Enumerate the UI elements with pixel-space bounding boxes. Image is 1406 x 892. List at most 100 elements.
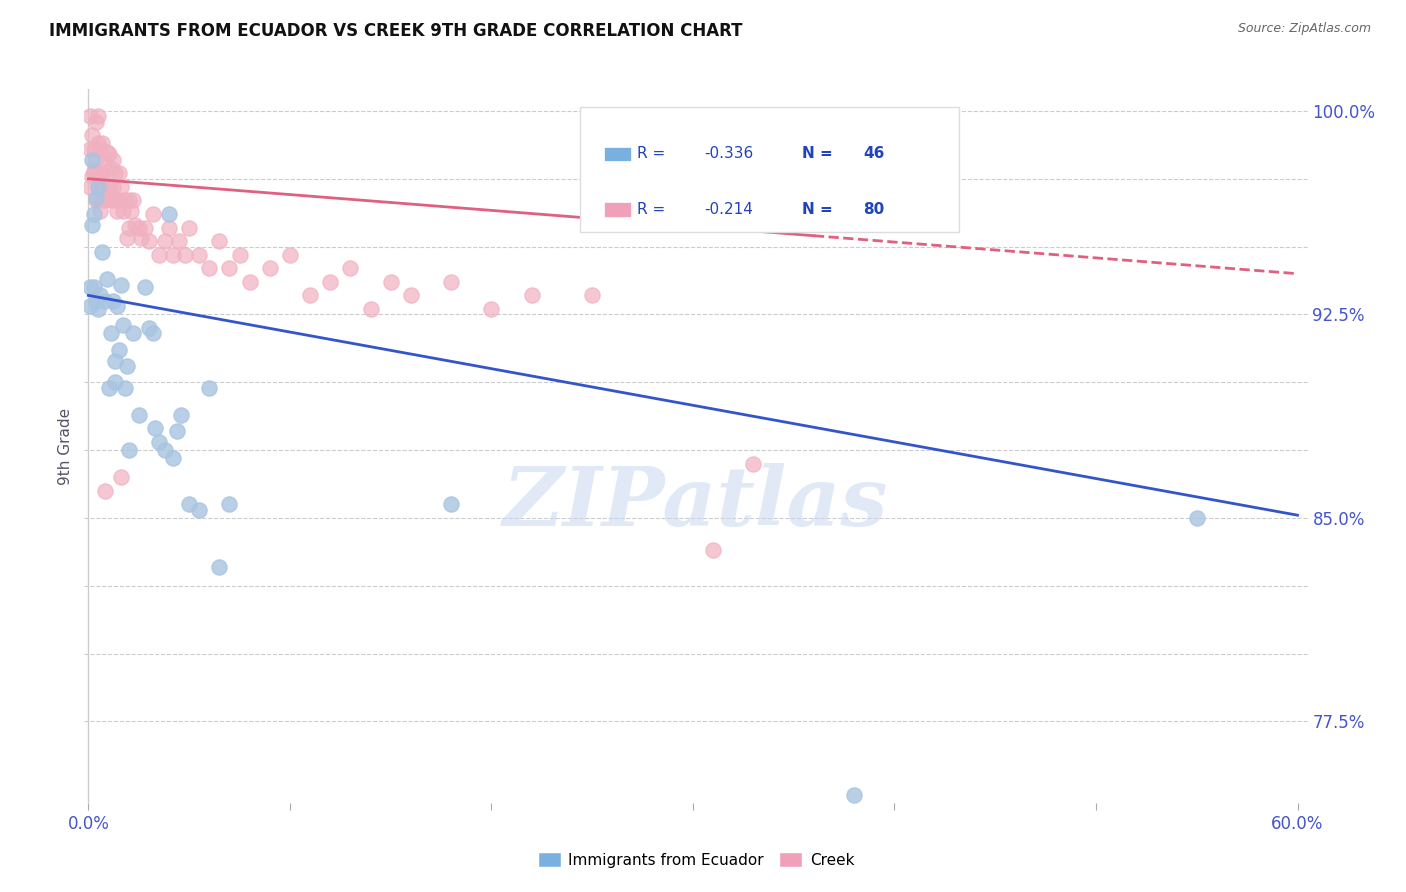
Point	[87, 180, 110, 194]
Point	[128, 220, 150, 235]
Point	[93, 293, 115, 308]
Point	[148, 434, 170, 449]
Point	[339, 261, 361, 276]
Point	[86, 115, 108, 129]
Point	[87, 109, 110, 123]
Text: ZIPatlas: ZIPatlas	[503, 463, 889, 543]
FancyBboxPatch shape	[605, 146, 631, 161]
Point	[82, 128, 104, 143]
Text: Source: ZipAtlas.com: Source: ZipAtlas.com	[1237, 22, 1371, 36]
Point	[82, 169, 104, 183]
Text: R =: R =	[637, 202, 671, 217]
Point	[148, 248, 170, 262]
Point	[121, 326, 143, 341]
Point	[278, 248, 301, 262]
Text: R =: R =	[637, 146, 671, 161]
Point	[742, 457, 765, 471]
Point	[162, 451, 184, 466]
Point	[228, 248, 250, 262]
Point	[208, 234, 231, 248]
Point	[91, 180, 114, 194]
Point	[83, 207, 105, 221]
Point	[128, 408, 150, 422]
Point	[118, 194, 141, 208]
Point	[96, 177, 118, 191]
Text: -0.336: -0.336	[704, 146, 754, 161]
Point	[105, 204, 128, 219]
Point	[82, 218, 104, 232]
Point	[844, 788, 866, 802]
Point	[103, 376, 125, 390]
Point	[110, 180, 132, 194]
Point	[101, 180, 124, 194]
Point	[440, 497, 463, 511]
Point	[91, 136, 114, 151]
Point	[111, 204, 134, 219]
Point	[97, 147, 120, 161]
Point	[93, 194, 115, 208]
Point	[111, 318, 134, 333]
Point	[114, 381, 136, 395]
Point	[188, 502, 211, 516]
Point	[82, 153, 104, 167]
Point	[440, 275, 463, 289]
Point	[100, 161, 122, 175]
Point	[105, 299, 128, 313]
Point	[86, 191, 108, 205]
Point	[91, 166, 114, 180]
Point	[100, 194, 122, 208]
FancyBboxPatch shape	[579, 107, 959, 232]
Point	[208, 559, 231, 574]
Point	[157, 220, 180, 235]
Point	[96, 145, 118, 159]
Point	[79, 142, 101, 156]
Point	[167, 234, 190, 248]
Point	[101, 153, 124, 167]
Point	[380, 275, 402, 289]
Point	[299, 288, 322, 302]
Point	[89, 204, 111, 219]
Point	[107, 343, 129, 357]
Point	[218, 497, 240, 511]
Point	[162, 248, 184, 262]
Point	[91, 245, 114, 260]
Point	[1185, 511, 1208, 525]
Point	[79, 299, 101, 313]
Point	[87, 180, 110, 194]
Point	[93, 155, 115, 169]
Point	[79, 180, 101, 194]
Point	[319, 275, 342, 289]
Point	[86, 153, 108, 167]
Point	[138, 321, 160, 335]
Point	[101, 293, 124, 308]
Point	[142, 207, 165, 221]
Point	[121, 194, 143, 208]
Point	[142, 326, 165, 341]
Point	[179, 497, 201, 511]
Point	[79, 109, 101, 123]
Point	[166, 424, 188, 438]
Point	[89, 142, 111, 156]
Text: IMMIGRANTS FROM ECUADOR VS CREEK 9TH GRADE CORRELATION CHART: IMMIGRANTS FROM ECUADOR VS CREEK 9TH GRA…	[49, 22, 742, 40]
Point	[138, 234, 160, 248]
FancyBboxPatch shape	[605, 202, 631, 217]
Point	[581, 288, 603, 302]
Point	[481, 301, 503, 316]
Point	[115, 231, 138, 245]
Point	[107, 166, 129, 180]
Point	[170, 408, 193, 422]
Point	[259, 261, 281, 276]
Point	[118, 443, 141, 458]
Point	[134, 220, 156, 235]
Point	[87, 301, 110, 316]
Text: N =: N =	[803, 146, 838, 161]
Legend: Immigrants from Ecuador, Creek: Immigrants from Ecuador, Creek	[531, 846, 860, 873]
Point	[103, 194, 125, 208]
Point	[107, 194, 129, 208]
Point	[87, 136, 110, 151]
Text: 80: 80	[863, 202, 884, 217]
Point	[120, 204, 142, 219]
Text: N =: N =	[803, 202, 838, 217]
Point	[103, 166, 125, 180]
Point	[157, 207, 180, 221]
